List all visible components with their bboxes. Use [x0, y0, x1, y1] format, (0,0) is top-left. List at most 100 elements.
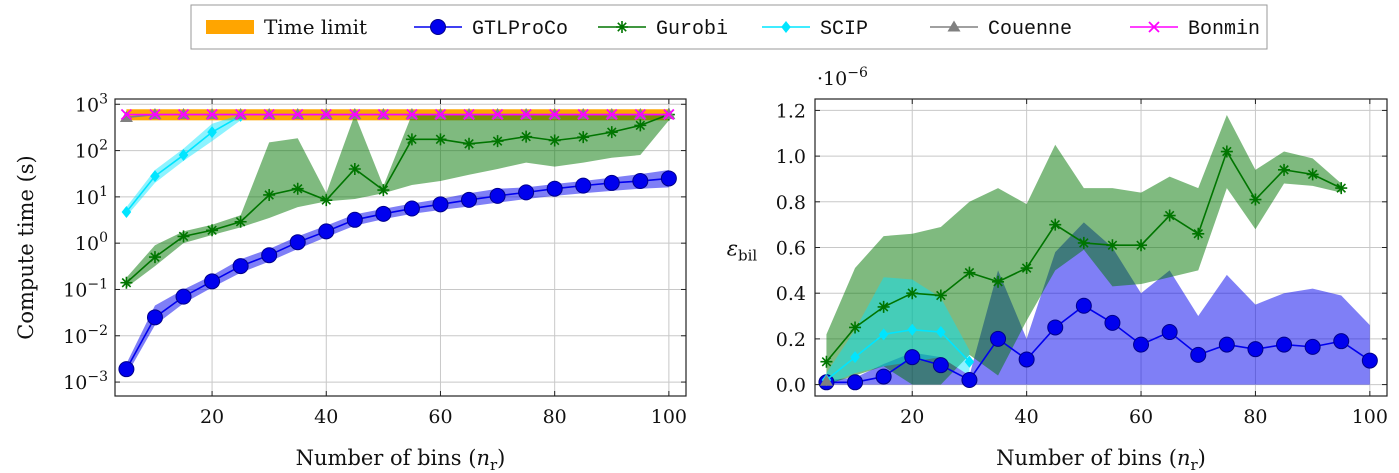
- y-axis-label: Compute time (s): [14, 155, 38, 339]
- legend-item-couenne: Couenne: [930, 18, 1072, 41]
- point-gurobi: [820, 355, 833, 368]
- point-bonmin: [663, 108, 675, 121]
- point-gurobi: [1163, 209, 1176, 222]
- point-gtlproco: [489, 187, 506, 204]
- y-tick-label: 0.8: [776, 192, 806, 214]
- point-gtlproco: [403, 200, 420, 217]
- legend-marker: [947, 20, 961, 32]
- y-tick-label: 101: [75, 184, 108, 209]
- band-gurobi: [126, 114, 669, 288]
- point-couenne: [819, 374, 833, 386]
- y-tick-label: 1.0: [776, 146, 806, 168]
- point-gurobi: [934, 289, 947, 302]
- point-bonmin: [234, 108, 247, 121]
- x-tick-label: 20: [200, 406, 224, 428]
- legend: Time limit GTLProCo Gurobi SCIP Couenne Bonmi…: [190, 4, 1268, 50]
- point-gtlproco: [961, 372, 978, 389]
- point-bonmin: [120, 108, 133, 121]
- band-gtlproco: [126, 170, 669, 376]
- x-tick-label: 80: [1243, 406, 1267, 428]
- point-gurobi: [377, 184, 390, 197]
- point-gurobi: [634, 119, 647, 132]
- legend-swatch-time-limit: [206, 20, 254, 34]
- epsilon-bil-chart: 20 40 60 80 100 0.0 0.2 0.4 0.6 0.8 1.0 1.2 Number o…: [727, 65, 1388, 473]
- legend-label: Gurobi: [656, 18, 728, 41]
- point-gtlproco: [175, 288, 192, 305]
- point-gurobi: [1249, 193, 1262, 206]
- x-axis-label: Number of bins (nr): [296, 446, 506, 473]
- point-gurobi: [491, 135, 504, 148]
- point-bonmin: [406, 108, 418, 121]
- point-gtlproco: [146, 309, 163, 326]
- point-bonmin: [491, 108, 504, 121]
- point-bonmin: [206, 108, 218, 121]
- point-gtlproco: [1104, 314, 1121, 331]
- point-scip: [207, 126, 217, 139]
- series-gurobi: [820, 145, 1348, 368]
- plot-area: [118, 108, 677, 378]
- point-scip: [178, 149, 189, 162]
- point-gurobi: [1335, 182, 1348, 195]
- point-gtlproco: [904, 349, 921, 366]
- point-gtlproco: [990, 330, 1007, 347]
- point-gtlproco: [1190, 346, 1207, 363]
- point-bonmin: [634, 108, 646, 121]
- point-gtlproco: [1218, 336, 1235, 353]
- point-bonmin: [320, 108, 332, 121]
- y-tick-label: 1.2: [776, 100, 806, 122]
- point-bonmin: [434, 108, 447, 121]
- point-gtlproco: [318, 223, 335, 240]
- y-tick-label: 10−2: [63, 323, 108, 348]
- y-tick-label: 0.0: [776, 375, 806, 397]
- point-gurobi: [463, 137, 476, 150]
- point-gurobi: [120, 276, 133, 289]
- point-gtlproco: [875, 368, 892, 385]
- plot-frame: [114, 98, 687, 397]
- point-gtlproco: [232, 258, 249, 275]
- point-bonmin: [349, 108, 361, 121]
- point-gtlproco: [261, 247, 278, 264]
- legend-item-time-limit: Time limit: [206, 15, 367, 39]
- point-gtlproco: [432, 196, 449, 213]
- point-gurobi: [1220, 145, 1233, 158]
- x-tick-label: 80: [543, 406, 567, 428]
- point-gtlproco: [1047, 319, 1064, 336]
- point-gtlproco: [518, 184, 535, 201]
- point-scip: [907, 323, 918, 336]
- point-gtlproco: [204, 273, 221, 290]
- point-gurobi: [605, 126, 618, 139]
- legend-marker: [781, 21, 791, 33]
- y-multiplier-label: ·10−6: [817, 65, 868, 90]
- point-gtlproco: [1075, 297, 1092, 314]
- point-bonmin: [377, 108, 390, 121]
- point-gtlproco: [632, 173, 649, 190]
- series-couenne: [819, 374, 833, 386]
- point-gtlproco: [1304, 338, 1321, 355]
- y-tick-label: 103: [75, 91, 108, 116]
- band-gurobi: [826, 114, 1342, 385]
- point-gtlproco: [375, 205, 392, 222]
- point-gurobi: [234, 215, 247, 228]
- point-gurobi: [1077, 236, 1090, 249]
- point-gtlproco: [546, 180, 563, 197]
- point-gurobi: [849, 321, 862, 334]
- point-gtlproco: [1161, 324, 1178, 341]
- band-scip: [826, 277, 970, 385]
- point-gtlproco: [1333, 333, 1350, 350]
- legend-item-bonmin: Bonmin: [1130, 18, 1260, 41]
- point-gtlproco: [1018, 351, 1035, 368]
- point-gurobi: [434, 133, 447, 146]
- legend-marker: [430, 19, 446, 35]
- point-gurobi: [548, 134, 561, 147]
- point-gurobi: [963, 266, 976, 279]
- compute-time-chart: 20 40 60 80 100 10−3 10−2 10−1 100 101 102 103 Numbe…: [14, 91, 687, 473]
- point-gurobi: [992, 275, 1005, 288]
- series-line-scip: [825, 328, 971, 381]
- point-gurobi: [320, 194, 333, 207]
- point-scip: [964, 355, 975, 368]
- legend-label: Bonmin: [1188, 18, 1260, 41]
- point-gurobi: [206, 224, 219, 237]
- point-gurobi: [405, 133, 418, 146]
- point-couenne: [119, 110, 133, 122]
